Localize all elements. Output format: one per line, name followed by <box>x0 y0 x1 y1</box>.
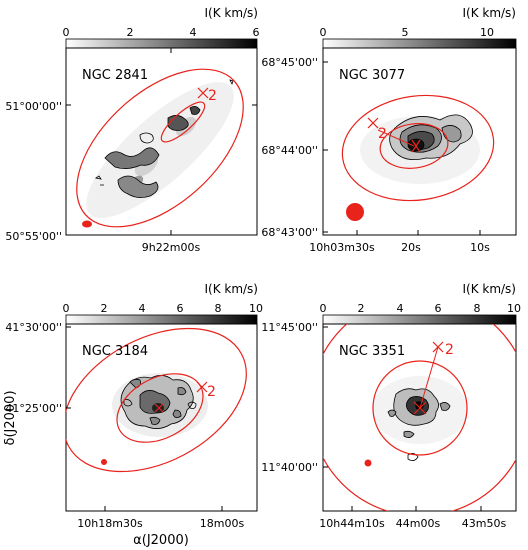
map-image <box>341 94 495 221</box>
beam-ellipse-inner <box>160 101 206 143</box>
y-tick-label: 41°30'00'' <box>5 321 62 334</box>
y-tick-label: 50°55'00'' <box>5 230 62 243</box>
offset-label: 2 <box>208 88 217 104</box>
cb-tick-label: 5 <box>402 26 409 39</box>
galaxy-name: NGC 2841 <box>82 68 148 83</box>
cb-tick-label: 0 <box>320 26 327 39</box>
map-image <box>76 68 244 228</box>
cb-tick-label: 6 <box>253 26 260 39</box>
x-axis-label: α(J2000) <box>133 533 189 548</box>
beam-circle-inner <box>372 360 468 456</box>
cb-tick-label: 2 <box>358 302 365 315</box>
x-tick-label: 44m00s <box>396 517 441 530</box>
beam-ellipse-outer <box>66 327 247 473</box>
beam-marker <box>346 203 364 221</box>
galaxy-name: NGC 3184 <box>82 344 148 359</box>
panel-ngc-3184: I(K km/s) 0 2 4 6 8 10 2 NGC 3184 <box>3 282 263 548</box>
cb-tick-label: 4 <box>139 302 146 315</box>
y-tick-label: 11°40'00'' <box>261 461 318 474</box>
cb-tick-label: 0 <box>63 302 70 315</box>
offset-label: 2 <box>378 126 387 142</box>
beam-ellipse-inner <box>379 123 449 169</box>
cb-tick-label: 0 <box>63 26 70 39</box>
cb-tick-label: 8 <box>215 302 222 315</box>
cb-tick-label: 10 <box>507 302 521 315</box>
colorbar <box>322 314 517 325</box>
x-tick-label: 10h03m30s <box>309 241 375 254</box>
y-tick-label: 68°45'00'' <box>261 56 318 69</box>
beam-marker <box>82 220 92 228</box>
colorbar-title: I(K km/s) <box>462 282 516 296</box>
y-tick-label: 68°44'00'' <box>261 144 318 157</box>
offset-label: 2 <box>207 384 216 400</box>
colorbar-title: I(K km/s) <box>204 282 258 296</box>
y-tick-label: 68°43'00'' <box>261 226 318 239</box>
map-image <box>66 327 247 473</box>
x-tick-label: 10h18m30s <box>77 517 143 530</box>
y-tick-label: 51°00'00'' <box>5 100 62 113</box>
beam-ellipse-outer <box>341 94 495 202</box>
colorbar-title: I(K km/s) <box>204 6 258 20</box>
map-image <box>323 324 516 511</box>
colorbar <box>322 38 517 49</box>
x-tick-label: 10s <box>470 241 490 254</box>
cb-tick-label: 6 <box>435 302 442 315</box>
panel-ngc-2841: I(K km/s) 0 2 4 6 2 NGC 2841 <box>5 6 260 254</box>
colorbar-title: I(K km/s) <box>462 6 516 20</box>
x-tick-label: 43m50s <box>462 517 507 530</box>
cb-tick-label: 6 <box>177 302 184 315</box>
cb-tick-label: 0 <box>320 302 327 315</box>
y-tick-label: 41°25'00'' <box>5 402 62 415</box>
y-axis-label: δ(J2000) <box>3 390 18 445</box>
colorbar <box>65 38 258 49</box>
cb-tick-label: 8 <box>474 302 481 315</box>
cb-tick-label: 10 <box>249 302 263 315</box>
cb-tick-label: 2 <box>101 302 108 315</box>
galaxy-name: NGC 3351 <box>339 344 405 359</box>
x-tick-label: 20s <box>401 241 421 254</box>
x-tick-label: 9h22m00s <box>142 241 201 254</box>
y-tick-label: 11°45'00'' <box>261 321 318 334</box>
cb-tick-label: 4 <box>190 26 197 39</box>
panel-ngc-3077: I(K km/s) 0 5 10 2 NGC 3077 <box>261 6 517 254</box>
colorbar <box>65 314 258 325</box>
panel-ngc-3351: I(K km/s) 0 2 4 6 8 10 2 NGC 3351 <box>261 282 521 530</box>
x-tick-label: 10h44m10s <box>319 517 385 530</box>
beam-marker <box>101 459 107 465</box>
offset-label: 2 <box>445 342 454 358</box>
cb-tick-label: 10 <box>480 26 494 39</box>
x-tick-label: 18m00s <box>200 517 245 530</box>
cb-tick-label: 4 <box>397 302 404 315</box>
beam-ellipse-outer <box>76 68 244 228</box>
galaxy-name: NGC 3077 <box>339 68 405 83</box>
cb-tick-label: 2 <box>127 26 134 39</box>
beam-marker <box>364 459 372 467</box>
